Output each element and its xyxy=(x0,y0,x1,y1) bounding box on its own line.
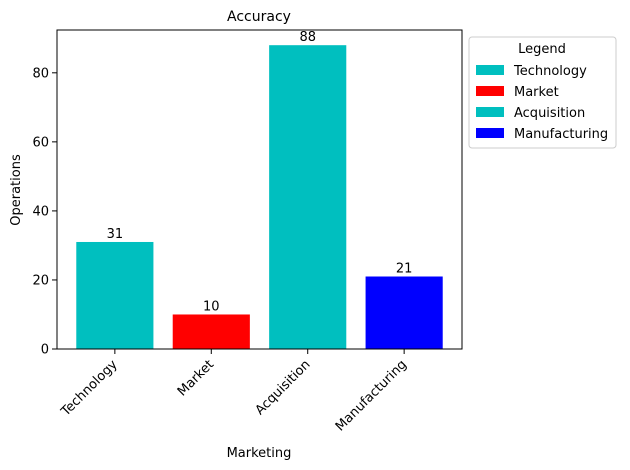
chart-title: Accuracy xyxy=(227,9,291,25)
bar-acquisition xyxy=(269,45,347,349)
x-tick-label-manufacturing: Manufacturing xyxy=(333,357,410,434)
x-tick-label-acquisition: Acquisition xyxy=(253,357,314,418)
bar-technology xyxy=(76,241,154,349)
y-tick-label: 80 xyxy=(32,66,49,81)
bar-market xyxy=(172,314,250,349)
x-axis-label: Marketing xyxy=(227,446,292,461)
legend-label-manufacturing: Manufacturing xyxy=(514,127,608,142)
data-label-acquisition: 88 xyxy=(299,30,316,45)
y-tick-label: 0 xyxy=(41,343,49,358)
x-tick-label-technology: Technology xyxy=(58,357,121,420)
y-tick-label: 60 xyxy=(32,135,49,150)
legend-swatch-technology xyxy=(476,65,504,75)
y-tick-label: 20 xyxy=(32,273,49,288)
legend-label-market: Market xyxy=(514,85,559,100)
legend-swatch-market xyxy=(476,86,504,96)
legend-frame xyxy=(468,36,617,149)
data-label-technology: 31 xyxy=(107,227,124,242)
data-label-market: 10 xyxy=(203,299,220,314)
legend-swatch-manufacturing xyxy=(476,128,504,138)
legend-label-technology: Technology xyxy=(513,64,587,79)
data-label-manufacturing: 21 xyxy=(396,262,413,277)
y-tick-label: 40 xyxy=(32,204,49,219)
y-axis-label: Operations xyxy=(9,154,24,226)
legend-swatch-acquisition xyxy=(476,107,504,117)
plot-area: 31 Technology 10 Market 88 Acquisition 21 Manuf… xyxy=(32,30,443,434)
axes-frame xyxy=(56,29,463,350)
legend-label-acquisition: Acquisition xyxy=(514,106,585,121)
x-tick-label-market: Market xyxy=(175,357,217,399)
bar-manufacturing xyxy=(365,276,443,349)
legend-title: Legend xyxy=(518,42,566,57)
legend: Legend Technology Market Acquisition Manufa… xyxy=(468,36,617,149)
